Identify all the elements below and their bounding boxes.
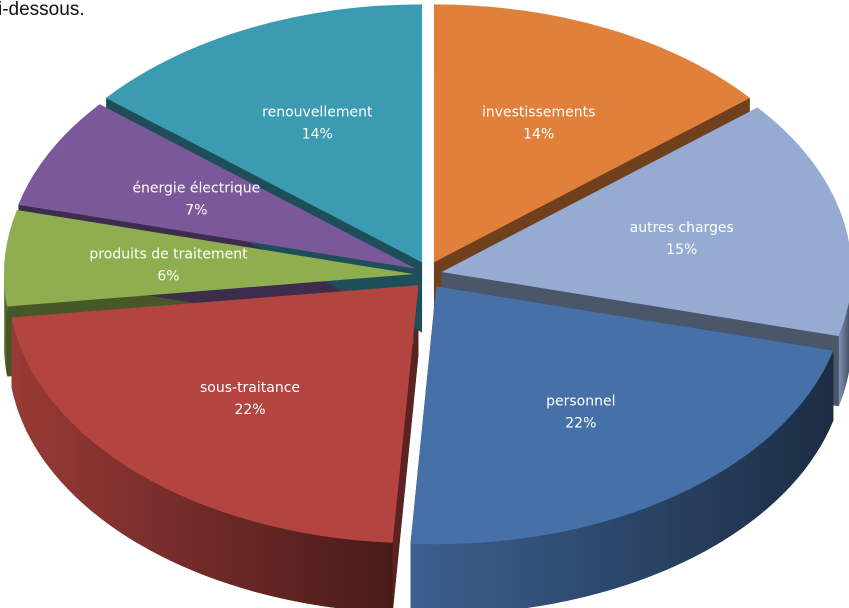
slice-side bbox=[11, 317, 393, 608]
slice-value-label: 6% bbox=[157, 268, 179, 284]
slice-side bbox=[4, 274, 8, 377]
caption: i-dessous. bbox=[0, 0, 85, 20]
slice-value-label: 7% bbox=[185, 202, 207, 218]
slice-wall bbox=[392, 285, 419, 608]
slice-label: produits de traitement bbox=[89, 246, 248, 262]
slice-label: sous-traitance bbox=[200, 380, 300, 396]
slice-value-label: 15% bbox=[666, 242, 697, 258]
slice-label: énergie électrique bbox=[132, 180, 260, 196]
slice-value-label: 14% bbox=[302, 126, 333, 142]
slice bbox=[4, 209, 415, 307]
slice-value-label: 22% bbox=[565, 416, 596, 432]
slice-side bbox=[410, 350, 834, 608]
slice-side bbox=[838, 301, 849, 407]
slice bbox=[441, 107, 849, 337]
slice-value-label: 14% bbox=[523, 126, 554, 142]
slice-label: personnel bbox=[546, 394, 615, 410]
slice-label: investissements bbox=[482, 104, 595, 120]
slice-value-label: 22% bbox=[234, 402, 265, 418]
slice-label: autres charges bbox=[630, 220, 734, 236]
slice bbox=[11, 285, 419, 543]
slice bbox=[106, 4, 423, 263]
slice bbox=[18, 104, 416, 269]
slice-label: renouvellement bbox=[262, 104, 373, 120]
slice bbox=[410, 286, 834, 545]
slice bbox=[433, 4, 750, 263]
